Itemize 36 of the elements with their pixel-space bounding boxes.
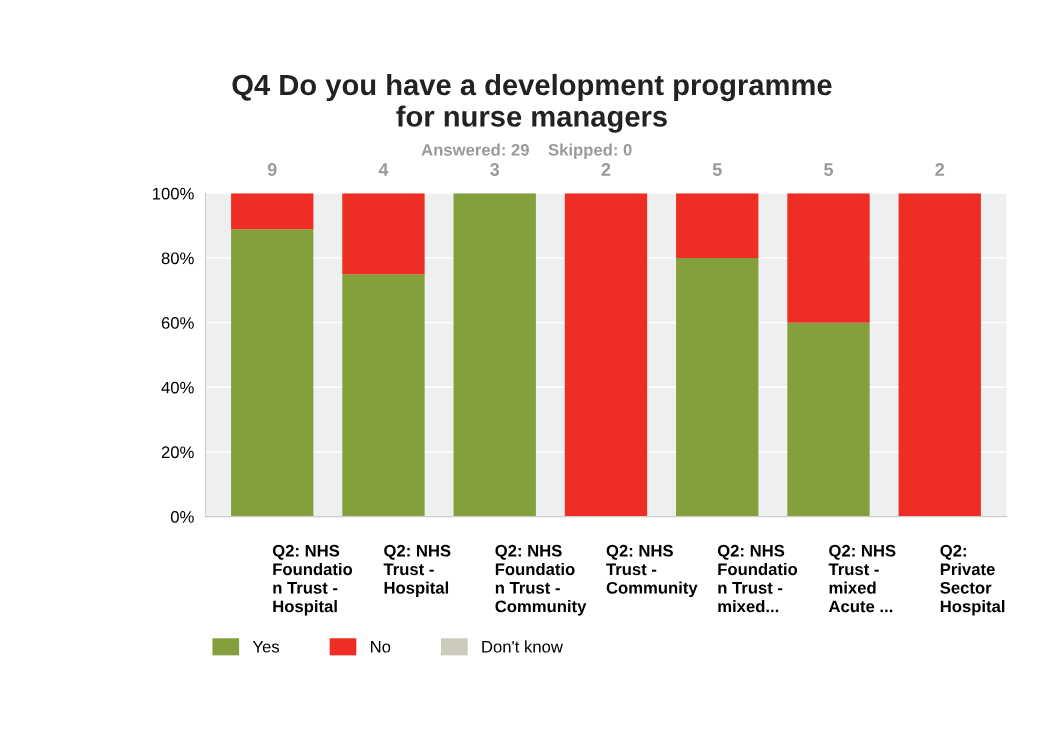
bar xyxy=(453,193,536,517)
annotation: 3 xyxy=(490,163,500,176)
x-tick-label: Q2: NHS Trust - Hospital xyxy=(383,544,451,598)
bar xyxy=(676,193,759,258)
annotation: 2 xyxy=(935,163,945,176)
bar xyxy=(342,274,425,517)
x-tick-label: Q2: NHS Foundatio n Trust - mixed... xyxy=(717,544,798,613)
y-tick-label: 60% xyxy=(161,317,194,329)
bar xyxy=(231,193,314,230)
bar xyxy=(564,193,648,517)
chart-title: Q4 Do you have a development programme for nurse managers xyxy=(232,73,832,133)
x-tick-label: Q2: Private Sector Hospital xyxy=(940,544,1005,616)
bar xyxy=(898,193,981,517)
bar xyxy=(342,193,425,275)
y-tick-label: 0% xyxy=(170,511,194,523)
annotation: 2 xyxy=(601,163,611,176)
legend-label: Don't know xyxy=(482,640,563,653)
y-tick-label: 20% xyxy=(161,446,194,459)
y-tick-label: 40% xyxy=(161,381,194,394)
annotation: 5 xyxy=(824,163,834,176)
bar xyxy=(787,193,870,323)
chart-subtitle: Answered: 29 Skipped: 0 xyxy=(421,143,632,160)
annotation: 9 xyxy=(267,163,277,176)
annotation: 4 xyxy=(378,163,389,176)
x-tick-label: Q2: NHS Trust - mixed Acute ... xyxy=(828,544,896,613)
legend-label: No xyxy=(371,640,391,653)
annotation: 5 xyxy=(712,163,722,176)
legend-label: Yes xyxy=(252,640,280,653)
x-tick-label: Q2: NHS Trust - Community xyxy=(606,544,698,598)
x-tick-label: Q2: NHS Foundatio n Trust - Hospital xyxy=(272,544,353,616)
bar xyxy=(787,322,870,517)
y-tick-label: 100% xyxy=(153,187,194,200)
y-tick-label: 80% xyxy=(161,252,194,265)
x-tick-label: Q2: NHS Foundatio n Trust - Community xyxy=(495,544,587,616)
bar xyxy=(676,258,759,517)
bar xyxy=(231,229,314,517)
